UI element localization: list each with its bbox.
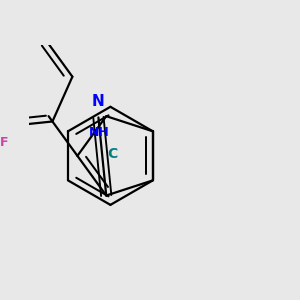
Text: NH: NH [89, 125, 110, 139]
Text: C: C [107, 147, 117, 161]
Text: F: F [0, 136, 8, 149]
Text: N: N [92, 94, 105, 109]
